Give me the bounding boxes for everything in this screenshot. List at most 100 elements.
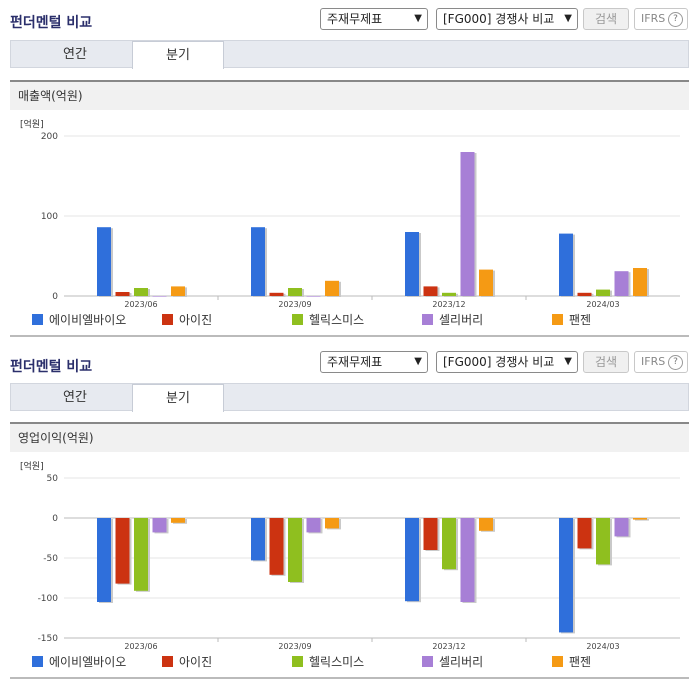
x-tick-label: 2023/09	[278, 642, 311, 651]
bar[interactable]	[152, 518, 167, 533]
bar[interactable]	[171, 518, 185, 523]
bar[interactable]	[596, 289, 610, 296]
bar[interactable]	[479, 518, 493, 531]
x-tick-label: 2024/03	[586, 300, 619, 309]
x-tick-label: 2023/12	[432, 642, 465, 651]
bar-shadow	[635, 519, 649, 521]
panel-title: 펀더멘털 비교	[10, 15, 93, 31]
compare-value: [FG000] 경쟁사 비교	[443, 12, 555, 26]
bar[interactable]	[405, 518, 419, 602]
bar[interactable]	[614, 518, 629, 537]
bar[interactable]	[633, 518, 647, 520]
bar[interactable]	[479, 269, 493, 296]
legend-item[interactable]: 셀리버리	[422, 651, 483, 673]
bar[interactable]	[269, 518, 284, 575]
help-icon[interactable]: ?	[668, 355, 683, 370]
legend-swatch	[32, 656, 43, 667]
legend-item[interactable]: 아이진	[162, 309, 212, 331]
chevron-down-icon: ▼	[564, 13, 572, 24]
legend-swatch	[292, 656, 303, 667]
bar[interactable]	[559, 233, 573, 296]
legend-item[interactable]: 헬릭스미스	[292, 651, 364, 673]
legend-swatch	[32, 314, 43, 325]
bar[interactable]	[288, 518, 302, 582]
bar[interactable]	[614, 271, 629, 296]
bar[interactable]	[306, 296, 321, 297]
search-button[interactable]: 검색	[583, 8, 629, 30]
bar[interactable]	[251, 518, 265, 561]
statement-type-select[interactable]: 주재무제표 ▼	[320, 351, 428, 373]
y-tick-label: 0	[52, 292, 58, 302]
bar[interactable]	[134, 288, 148, 296]
legend-swatch	[162, 656, 173, 667]
section-title-bar: 영업이익(억원)	[10, 422, 689, 452]
bar[interactable]	[97, 227, 111, 296]
bar[interactable]	[577, 292, 592, 296]
bar[interactable]	[577, 518, 592, 549]
legend-label: 셀리버리	[439, 655, 484, 669]
help-icon[interactable]: ?	[668, 12, 683, 27]
bar[interactable]	[97, 518, 111, 602]
bar[interactable]	[460, 152, 475, 296]
statement-type-select[interactable]: 주재무제표 ▼	[320, 8, 428, 30]
fundamental-panel-revenue: 펀더멘털 비교 주재무제표 ▼ [FG000] 경쟁사 비교 ▼ 검색 IFRS…	[10, 8, 689, 337]
bar[interactable]	[325, 280, 339, 296]
legend-label: 에이비엘바이오	[49, 655, 127, 669]
bar[interactable]	[134, 518, 148, 591]
x-tick-label: 2023/12	[432, 300, 465, 309]
tab-quarterly[interactable]: 분기	[132, 41, 224, 69]
legend-swatch	[292, 314, 303, 325]
tab-annual[interactable]: 연간	[63, 47, 87, 62]
bar[interactable]	[115, 292, 130, 296]
bar[interactable]	[405, 232, 419, 296]
bar[interactable]	[423, 518, 438, 550]
legend-label: 셀리버리	[439, 313, 484, 327]
panel-title: 펀더멘털 비교	[10, 359, 93, 375]
bar[interactable]	[152, 296, 167, 297]
bar[interactable]	[633, 268, 647, 296]
bar[interactable]	[115, 518, 130, 584]
bar[interactable]	[251, 227, 265, 296]
bar[interactable]	[423, 286, 438, 296]
tab-annual[interactable]: 연간	[63, 390, 87, 405]
compare-select[interactable]: [FG000] 경쟁사 비교 ▼	[436, 351, 578, 373]
legend-item[interactable]: 팬젠	[552, 651, 591, 673]
legend-item[interactable]: 헬릭스미스	[292, 309, 364, 331]
legend-item[interactable]: 에이비엘바이오	[32, 651, 126, 673]
bar[interactable]	[442, 292, 456, 296]
bar[interactable]	[442, 518, 456, 570]
legend-item[interactable]: 아이진	[162, 651, 212, 673]
y-tick-label: -50	[43, 554, 58, 564]
legend-swatch	[162, 314, 173, 325]
legend-item[interactable]: 팬젠	[552, 309, 591, 331]
divider	[10, 335, 689, 337]
bar[interactable]	[596, 518, 610, 565]
legend-label: 팬젠	[569, 313, 592, 327]
tab-quarterly[interactable]: 분기	[132, 384, 224, 412]
legend-swatch	[552, 314, 563, 325]
legend-label: 아이진	[179, 655, 213, 669]
statement-type-value: 주재무제표	[327, 355, 383, 369]
compare-select[interactable]: [FG000] 경쟁사 비교 ▼	[436, 8, 578, 30]
compare-value: [FG000] 경쟁사 비교	[443, 355, 555, 369]
bar[interactable]	[269, 292, 284, 296]
chart-legend: 에이비엘바이오 아이진 헬릭스미스 셀리버리 팬젠	[10, 651, 689, 673]
bar[interactable]	[559, 518, 573, 633]
legend-item[interactable]: 에이비엘바이오	[32, 309, 126, 331]
legend-label: 에이비엘바이오	[49, 313, 127, 327]
bar[interactable]	[171, 286, 185, 296]
bar[interactable]	[288, 288, 302, 296]
bar[interactable]	[325, 518, 339, 529]
chevron-down-icon: ▼	[564, 356, 572, 367]
revenue-chart: 0 100 200 2023/06 2023/09 2023/12 2024/03	[41, 132, 680, 309]
ifrs-button[interactable]: IFRS ?	[634, 351, 688, 373]
ifrs-button[interactable]: IFRS ?	[634, 8, 688, 30]
search-button[interactable]: 검색	[583, 351, 629, 373]
x-tick-label: 2024/03	[586, 642, 619, 651]
y-tick-label: 100	[41, 212, 58, 222]
legend-item[interactable]: 셀리버리	[422, 309, 483, 331]
legend-swatch	[422, 656, 433, 667]
unit-label: [억원]	[20, 462, 44, 472]
bar[interactable]	[460, 518, 475, 602]
bar[interactable]	[306, 518, 321, 533]
